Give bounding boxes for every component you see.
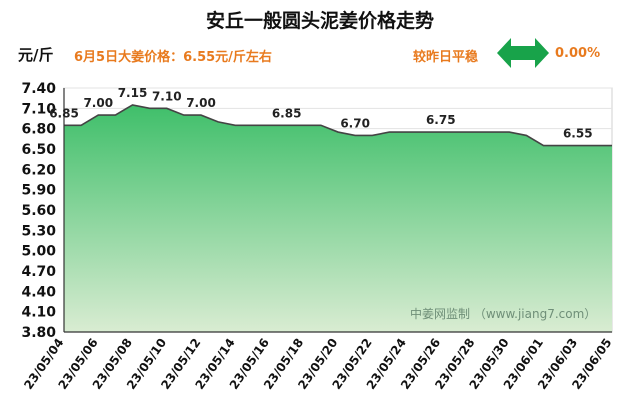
data-label: 7.10 <box>152 89 182 103</box>
data-label: 6.70 <box>340 116 370 130</box>
y-tick-label: 6.50 <box>21 142 56 158</box>
data-label: 6.85 <box>49 106 79 120</box>
double-arrow-icon <box>497 38 549 68</box>
data-label: 7.15 <box>118 86 148 100</box>
watermark: 中姜网监制 （www.jiang7.com） <box>410 306 596 321</box>
data-label: 6.55 <box>563 127 593 141</box>
price-note: 6月5日大姜价格：6.55元/斤左右 <box>74 50 272 65</box>
y-unit-label: 元/斤 <box>18 46 54 64</box>
data-label: 6.75 <box>426 113 456 127</box>
y-tick-label: 3.80 <box>21 325 56 341</box>
y-tick-label: 5.90 <box>21 183 56 199</box>
price-line <box>64 104 612 147</box>
price-area <box>64 104 612 332</box>
data-label: 6.85 <box>272 106 302 120</box>
y-tick-label: 4.40 <box>21 284 56 300</box>
y-tick-label: 4.10 <box>21 305 56 321</box>
data-label: 7.00 <box>83 96 113 110</box>
data-label: 7.00 <box>186 96 216 110</box>
y-tick-label: 5.60 <box>21 203 56 219</box>
y-tick-label: 5.30 <box>21 223 56 239</box>
y-tick-label: 6.80 <box>21 122 56 138</box>
y-tick-label: 7.40 <box>21 81 56 97</box>
y-tick-label: 6.20 <box>21 162 56 178</box>
change-percent: 0.00% <box>555 46 601 61</box>
compare-label: 较昨日平稳 <box>413 50 479 65</box>
y-tick-label: 4.70 <box>21 264 56 280</box>
chart-title: 安丘一般圆头泥姜价格走势 <box>205 10 434 32</box>
y-tick-label: 5.00 <box>21 244 56 260</box>
y-tick-label: 7.10 <box>21 101 56 117</box>
